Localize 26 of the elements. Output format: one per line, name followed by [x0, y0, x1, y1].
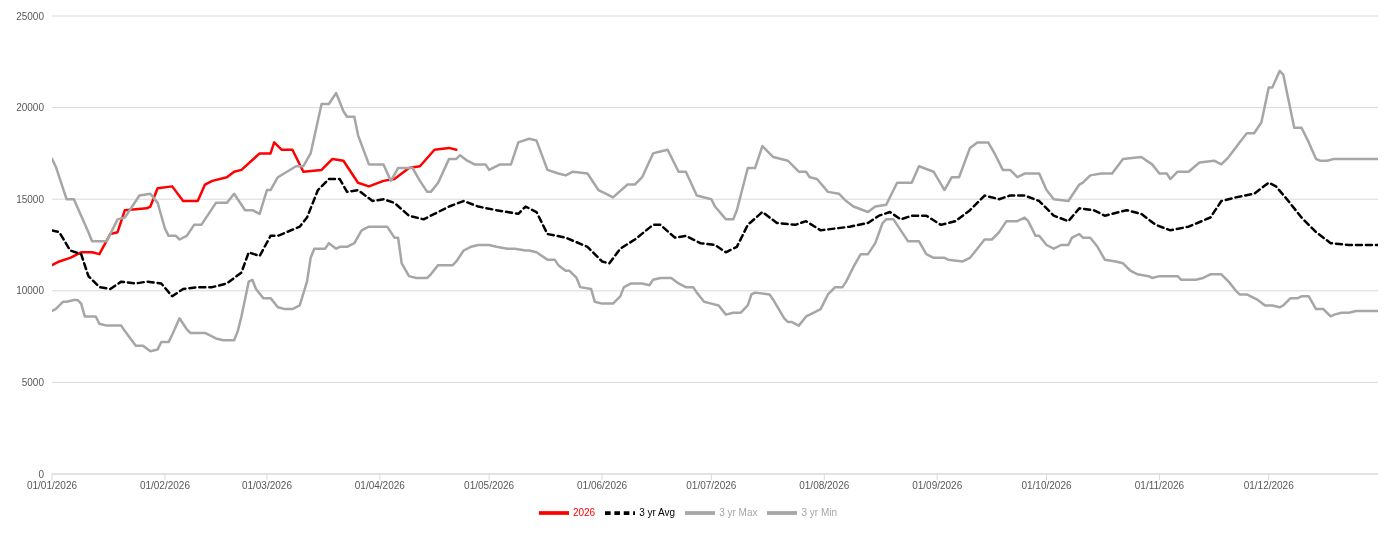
- y-tick-label: 25000: [16, 10, 45, 22]
- legend-label: 3 yr Min: [801, 506, 838, 518]
- x-tick-label: 01/05/2026: [464, 480, 515, 492]
- x-tick-label: 01/09/2026: [912, 480, 963, 492]
- legend-label: 3 yr Max: [719, 506, 758, 518]
- x-tick-label: 01/02/2026: [139, 480, 191, 492]
- x-tick-label: 01/03/2026: [241, 480, 293, 492]
- y-tick-label: 10000: [16, 285, 45, 297]
- y-tick-label: 0: [38, 468, 45, 480]
- x-tick-label: 01/08/2026: [799, 480, 850, 492]
- x-tick-label: 01/04/2026: [354, 480, 406, 492]
- line-series: [52, 141, 458, 267]
- x-tick-label: 01/06/2026: [577, 480, 628, 492]
- x-tick-label: 01/07/2026: [686, 480, 737, 492]
- y-tick-label: 5000: [21, 376, 45, 388]
- y-tick-label: 15000: [16, 193, 45, 205]
- x-tick-label: 01/10/2026: [1021, 480, 1072, 492]
- x-tick-label: 01/12/2026: [1243, 480, 1295, 492]
- line-series: [52, 177, 1378, 298]
- x-tick-label: 01/01/2026: [26, 480, 78, 492]
- legend-label: 2026: [572, 506, 596, 518]
- line-series: [52, 69, 1378, 243]
- y-tick-label: 20000: [16, 102, 45, 114]
- x-tick-label: 01/11/2026: [1134, 480, 1185, 492]
- legend-label: 3 yr Avg: [639, 506, 676, 518]
- line-series: [52, 216, 1378, 353]
